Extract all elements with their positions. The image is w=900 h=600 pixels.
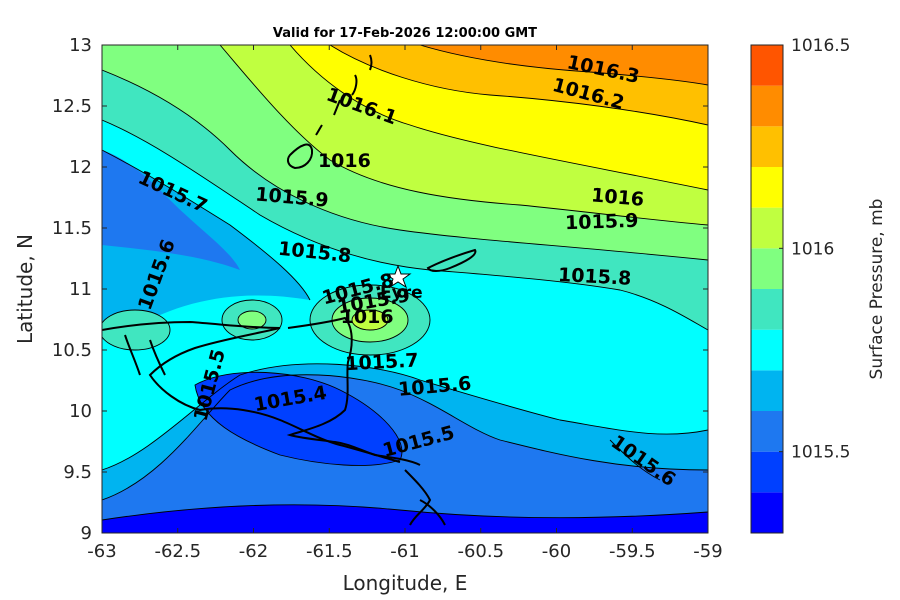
coast-venezuela xyxy=(102,320,401,463)
station-label: Eyre xyxy=(380,283,423,303)
x-tick-label: -62.5 xyxy=(154,541,201,562)
local-high-west-inner xyxy=(238,311,266,329)
y-tick-label: 12 xyxy=(69,157,92,178)
colorbar-segment xyxy=(751,289,783,330)
band-1015-3 xyxy=(102,504,708,533)
colorbar-tick-label: 1016 xyxy=(791,239,834,259)
colorbar-segment xyxy=(751,248,783,289)
x-tick-label: -61 xyxy=(390,541,419,562)
colorbar-tick-label: 1015.5 xyxy=(791,443,850,463)
colorbar-label: Surface Pressure, mb xyxy=(867,199,887,380)
colorbar-segment xyxy=(751,492,783,533)
y-tick-label: 12.5 xyxy=(52,96,92,117)
x-axis-label: Longitude, E xyxy=(343,571,468,595)
coast-grenada xyxy=(286,143,314,170)
colorbar-segment xyxy=(751,167,783,208)
colorbar-segment xyxy=(751,207,783,249)
x-tick-label: -63 xyxy=(87,541,116,562)
coastlines xyxy=(102,54,477,526)
y-tick-label: 9 xyxy=(81,523,92,544)
y-axis: 9 9.5 10 10.5 11 11.5 12 12.5 13 xyxy=(52,35,708,544)
y-tick-label: 10.5 xyxy=(52,340,92,361)
x-tick-label: -59 xyxy=(693,541,722,562)
plot-area: Eyre 1016.31016.21016.1101610161015.9101… xyxy=(102,45,708,533)
band-1015-5-left xyxy=(102,150,240,270)
colorbar-segment xyxy=(751,126,783,167)
colorbar-segment xyxy=(751,370,783,411)
y-axis-label: Latitude, N xyxy=(13,234,37,344)
coast-orinoco-delta xyxy=(404,469,446,526)
station-star-icon xyxy=(384,264,412,289)
colorbar-segment xyxy=(751,329,783,371)
colorbar-segment xyxy=(751,85,783,127)
y-tick-label: 9.5 xyxy=(63,462,92,483)
contour-label: 1016 xyxy=(318,150,371,172)
local-high-sw xyxy=(102,310,170,350)
contour-label: 1015.7 xyxy=(345,349,419,375)
contour-label: 1016 xyxy=(341,306,394,328)
colorbar-segment xyxy=(751,45,783,86)
x-tick-label: -60.5 xyxy=(457,541,504,562)
x-tick-label: -61.5 xyxy=(306,541,353,562)
colorbar-segment xyxy=(751,411,783,452)
x-tick-label: -60 xyxy=(542,541,571,562)
contour-label: 1015.8 xyxy=(557,264,631,290)
contour-lines xyxy=(102,45,708,521)
coast-west-islands xyxy=(124,334,166,376)
y-tick-label: 10 xyxy=(69,401,92,422)
y-tick-label: 11.5 xyxy=(52,218,92,239)
contour-label: 1016 xyxy=(590,184,645,211)
x-tick-label: -62 xyxy=(239,541,268,562)
colorbar-frame xyxy=(750,44,784,534)
band-1016-3 xyxy=(420,45,708,85)
colorbar-tick-label: 1016.5 xyxy=(791,36,850,56)
coast-tobago xyxy=(426,248,477,272)
station-marker: Eyre xyxy=(380,264,423,303)
chart-title: Valid for 17-Feb-2026 12:00:00 GMT xyxy=(273,26,537,41)
y-tick-label: 11 xyxy=(69,279,92,300)
coast-grenadines xyxy=(315,54,373,136)
local-high-inner xyxy=(352,310,388,330)
y-tick-label: 13 xyxy=(69,35,92,56)
x-axis: -63 -62.5 -62 -61.5 -61 -60.5 -60 -59.5 -59 xyxy=(87,45,723,562)
contour-label: 1015.9 xyxy=(565,210,639,235)
x-tick-label: -59.5 xyxy=(609,541,656,562)
colorbar-segment xyxy=(751,451,783,493)
colorbar: 1015.5 1016 1016.5 xyxy=(750,36,850,534)
